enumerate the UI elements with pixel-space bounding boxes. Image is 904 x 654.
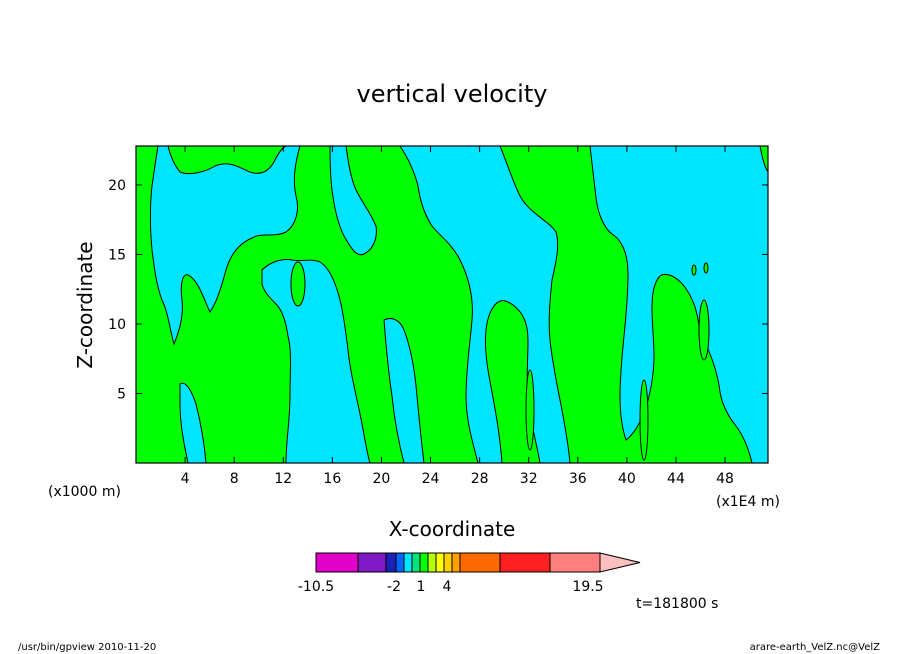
green-island-3 bbox=[639, 379, 649, 461]
x-tick-label: 8 bbox=[230, 471, 239, 487]
green-island-4 bbox=[691, 264, 697, 276]
colorbar-segment bbox=[357, 552, 387, 573]
colorbar-label: -10.5 bbox=[298, 579, 334, 595]
colorbar-labels: -10.5 -2 1 4 19.5 bbox=[298, 579, 604, 595]
x-tick-label: 12 bbox=[274, 471, 292, 487]
cyan-region-center-top bbox=[329, 145, 377, 256]
y-tick-label: 10 bbox=[108, 317, 126, 333]
colorbar-segment bbox=[427, 552, 437, 573]
green-island-2 bbox=[698, 299, 710, 361]
y-tick-label: 5 bbox=[117, 386, 126, 402]
colorbar-label: 1 bbox=[417, 579, 426, 595]
cyan-regions bbox=[150, 145, 769, 464]
cyan-region-bottom-left bbox=[179, 382, 207, 464]
colorbar-label: -2 bbox=[387, 579, 401, 595]
colorbar-segment bbox=[435, 552, 445, 573]
cyan-region-bottom-mid bbox=[383, 317, 425, 464]
colorbar-segment bbox=[411, 552, 421, 573]
colorbar-segment bbox=[419, 552, 429, 573]
colorbar-segment bbox=[451, 552, 461, 573]
y-tick-label: 20 bbox=[108, 178, 126, 194]
x-unit-right: (x1E4 m) bbox=[716, 494, 780, 510]
x-tick-label: 4 bbox=[181, 471, 190, 487]
colorbar-segment bbox=[549, 552, 601, 573]
x-tick-label: 20 bbox=[373, 471, 391, 487]
chart-title: vertical velocity bbox=[357, 80, 548, 108]
colorbar-label: 4 bbox=[443, 579, 452, 595]
colorbar-label: 19.5 bbox=[572, 579, 603, 595]
green-island-5 bbox=[703, 262, 709, 274]
x-axis-label: X-coordinate bbox=[389, 517, 516, 541]
x-unit-left: (x1000 m) bbox=[48, 484, 121, 500]
green-island-1 bbox=[290, 261, 306, 307]
colorbar-segment bbox=[315, 552, 359, 573]
colorbar-segment bbox=[385, 552, 397, 573]
colorbar-segment bbox=[443, 552, 453, 573]
x-tick-label: 24 bbox=[422, 471, 440, 487]
cyan-region-center-left bbox=[261, 259, 371, 464]
colorbar-segment bbox=[403, 552, 413, 573]
colorbar bbox=[315, 552, 641, 573]
colorbar-extend-arrow bbox=[599, 552, 641, 573]
footer-left: /usr/bin/gpview 2010-11-20 bbox=[18, 642, 156, 653]
cyan-region-right bbox=[589, 145, 769, 464]
footer-right: arare-earth_VelZ.nc@VelZ bbox=[750, 642, 881, 653]
x-tick-label: 16 bbox=[323, 471, 341, 487]
x-tick-label: 28 bbox=[471, 471, 489, 487]
x-tick-label: 48 bbox=[716, 471, 734, 487]
x-tick-label: 32 bbox=[520, 471, 538, 487]
x-tick-label: 44 bbox=[667, 471, 685, 487]
x-tick-label: 36 bbox=[569, 471, 587, 487]
time-label: t=181800 s bbox=[636, 596, 718, 612]
colorbar-segment bbox=[395, 552, 405, 573]
plot-frame bbox=[135, 145, 769, 464]
y-axis-ticks: 5 10 15 20 bbox=[108, 178, 768, 402]
colorbar-segment bbox=[459, 552, 501, 573]
y-tick-label: 15 bbox=[108, 247, 126, 263]
y-axis-label: Z-coordinate bbox=[73, 241, 97, 368]
x-tick-label: 40 bbox=[618, 471, 636, 487]
green-island-6 bbox=[525, 369, 535, 451]
green-islands bbox=[290, 261, 710, 461]
x-axis-ticks: 4 8 12 16 20 24 28 32 36 40 44 48 bbox=[181, 146, 734, 487]
colorbar-segment bbox=[499, 552, 551, 573]
cyan-region-left-upper bbox=[150, 145, 301, 346]
